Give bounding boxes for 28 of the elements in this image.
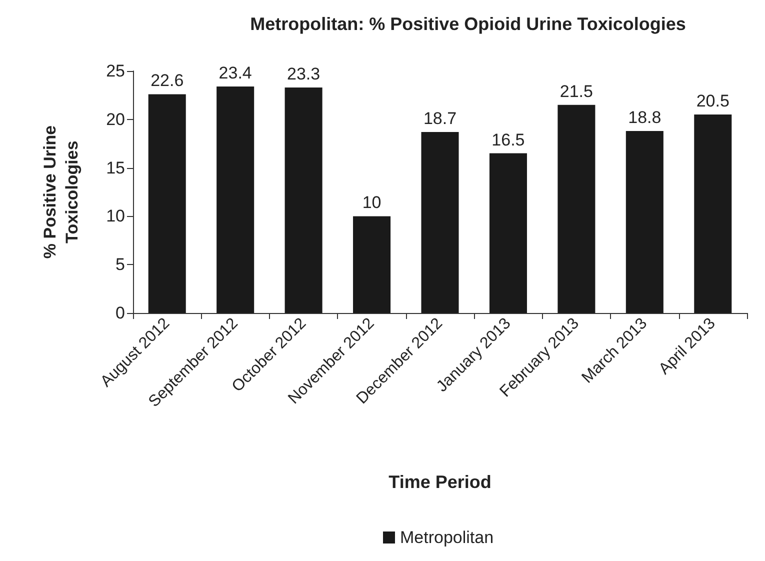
y-tick-label: 10 bbox=[106, 206, 125, 226]
data-label: 23.4 bbox=[218, 63, 252, 82]
y-tick-label: 25 bbox=[106, 62, 125, 80]
y-axis-title: % Positive Urine Toxicologies bbox=[40, 125, 82, 259]
data-label: 22.6 bbox=[150, 71, 184, 90]
data-label: 18.8 bbox=[628, 108, 662, 128]
bar bbox=[558, 104, 596, 313]
bar bbox=[353, 216, 391, 313]
data-label: 18.7 bbox=[423, 108, 457, 128]
bar bbox=[489, 153, 527, 313]
legend-label: Metropolitan bbox=[400, 528, 494, 547]
data-label: 20.5 bbox=[696, 92, 730, 111]
bar bbox=[694, 114, 732, 313]
data-label: 21.5 bbox=[560, 82, 593, 101]
data-label: 10 bbox=[362, 193, 382, 212]
x-axis-title: Time Period bbox=[388, 472, 492, 492]
y-tick-label: 0 bbox=[116, 304, 125, 322]
bar bbox=[626, 131, 664, 313]
y-tick-label: 20 bbox=[106, 110, 125, 129]
data-label: 23.3 bbox=[287, 64, 320, 84]
y-tick-label: 15 bbox=[106, 158, 125, 178]
bar bbox=[216, 86, 254, 313]
bar bbox=[284, 87, 322, 313]
data-label: 16.5 bbox=[492, 130, 525, 150]
y-tick-label: 5 bbox=[116, 255, 125, 274]
bar bbox=[421, 132, 459, 313]
chart-title: Metropolitan: % Positive Opioid Urine Toxicologies bbox=[250, 14, 686, 34]
bar bbox=[148, 94, 186, 313]
